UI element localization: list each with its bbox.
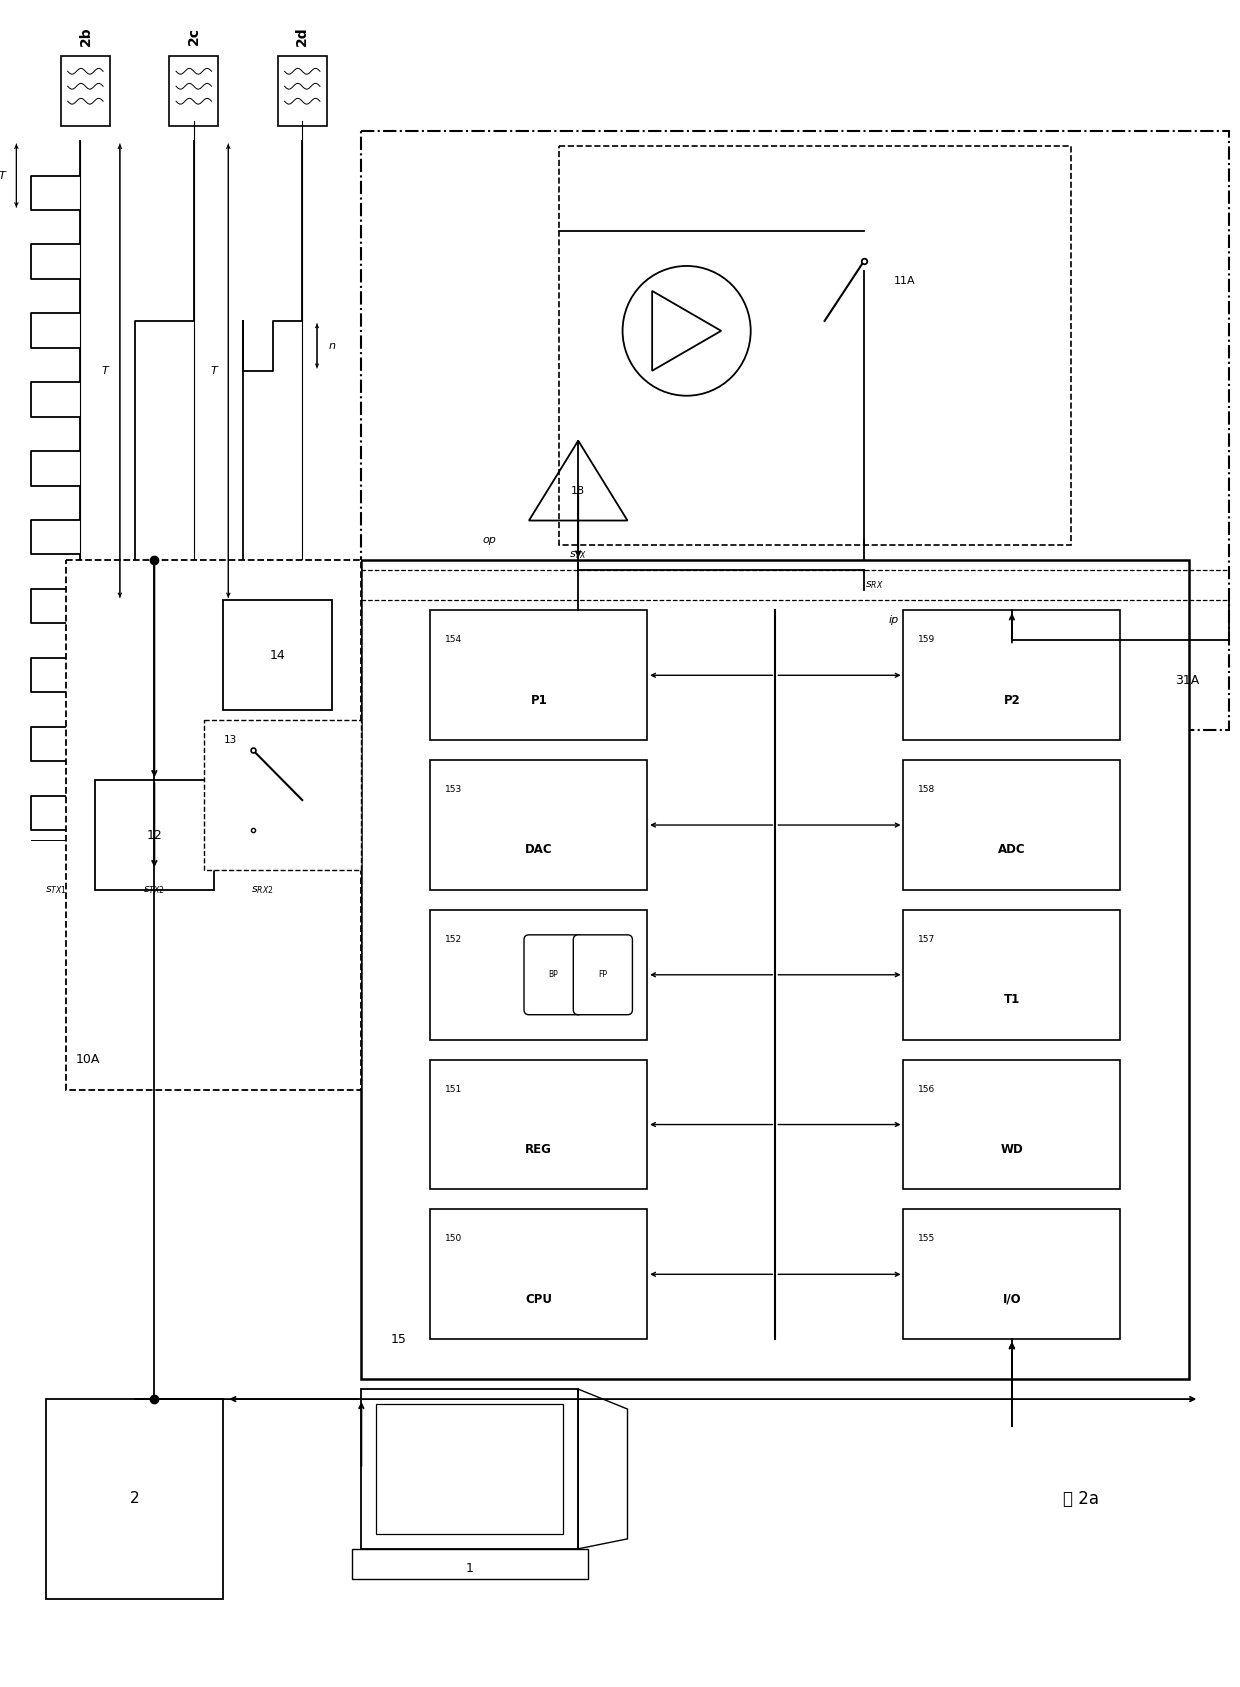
Text: $s_{TX}$: $s_{TX}$ xyxy=(569,550,588,562)
Bar xyxy=(430,1210,647,1339)
Text: P1: P1 xyxy=(531,693,547,707)
Bar xyxy=(904,761,1120,891)
Text: 31A: 31A xyxy=(1176,673,1199,687)
Bar xyxy=(223,601,332,710)
Text: 2: 2 xyxy=(130,1491,139,1506)
Text: 2d: 2d xyxy=(295,27,309,46)
Text: 152: 152 xyxy=(445,935,463,943)
Text: 150: 150 xyxy=(445,1235,463,1243)
Text: n: n xyxy=(329,341,335,351)
Text: $s_{RX}$: $s_{RX}$ xyxy=(864,580,883,592)
Bar xyxy=(203,720,361,870)
Text: CPU: CPU xyxy=(526,1292,552,1306)
Bar xyxy=(376,1404,563,1533)
Text: WD: WD xyxy=(1001,1144,1023,1156)
Text: 12: 12 xyxy=(146,828,162,842)
Text: 157: 157 xyxy=(919,935,935,943)
Text: 159: 159 xyxy=(919,636,935,644)
Text: ip: ip xyxy=(889,616,899,626)
Text: FP: FP xyxy=(599,970,608,978)
Text: T: T xyxy=(102,366,108,376)
Text: 2b: 2b xyxy=(78,27,93,46)
Bar xyxy=(351,1549,588,1579)
Text: 15: 15 xyxy=(391,1333,407,1346)
Text: T: T xyxy=(0,170,5,181)
Bar xyxy=(278,56,327,127)
Bar xyxy=(904,1059,1120,1189)
Text: ADC: ADC xyxy=(998,844,1025,857)
Text: 11A: 11A xyxy=(894,277,915,285)
Text: 155: 155 xyxy=(919,1235,935,1243)
Text: 151: 151 xyxy=(445,1085,463,1093)
Bar xyxy=(361,1388,578,1549)
Text: RAM: RAM xyxy=(523,994,554,1005)
Text: 18: 18 xyxy=(572,486,585,496)
Text: I/O: I/O xyxy=(1003,1292,1022,1306)
Bar xyxy=(430,909,647,1039)
Text: 156: 156 xyxy=(919,1085,935,1093)
Bar xyxy=(904,611,1120,741)
Text: 10A: 10A xyxy=(76,1053,100,1066)
Text: 図 2a: 図 2a xyxy=(1063,1490,1099,1508)
Bar xyxy=(361,132,1229,730)
Text: $s_{TX2}$: $s_{TX2}$ xyxy=(144,884,165,896)
Text: 153: 153 xyxy=(445,784,463,795)
Bar xyxy=(904,909,1120,1039)
Text: $s_{TX1}$: $s_{TX1}$ xyxy=(45,884,67,896)
Bar xyxy=(361,560,1189,1378)
Text: 154: 154 xyxy=(445,636,463,644)
Bar xyxy=(430,611,647,741)
Text: 158: 158 xyxy=(919,784,935,795)
FancyBboxPatch shape xyxy=(573,935,632,1014)
Bar xyxy=(558,147,1071,545)
Text: BP: BP xyxy=(549,970,558,978)
Text: 2c: 2c xyxy=(187,27,201,46)
Text: T: T xyxy=(210,366,217,376)
Bar xyxy=(61,56,110,127)
Bar xyxy=(66,560,361,1090)
FancyBboxPatch shape xyxy=(525,935,583,1014)
Text: T1: T1 xyxy=(1004,994,1021,1005)
Bar xyxy=(95,779,213,891)
Bar xyxy=(169,56,218,127)
Bar xyxy=(46,1399,223,1599)
Text: 1: 1 xyxy=(466,1562,474,1576)
Text: DAC: DAC xyxy=(525,844,553,857)
Text: op: op xyxy=(482,535,496,545)
Text: REG: REG xyxy=(526,1144,552,1156)
Text: $s_{RX2}$: $s_{RX2}$ xyxy=(252,884,274,896)
Text: 14: 14 xyxy=(270,649,285,661)
Bar xyxy=(430,761,647,891)
Text: P2: P2 xyxy=(1003,693,1021,707)
Bar xyxy=(904,1210,1120,1339)
Text: 13: 13 xyxy=(223,736,237,746)
Bar xyxy=(430,1059,647,1189)
